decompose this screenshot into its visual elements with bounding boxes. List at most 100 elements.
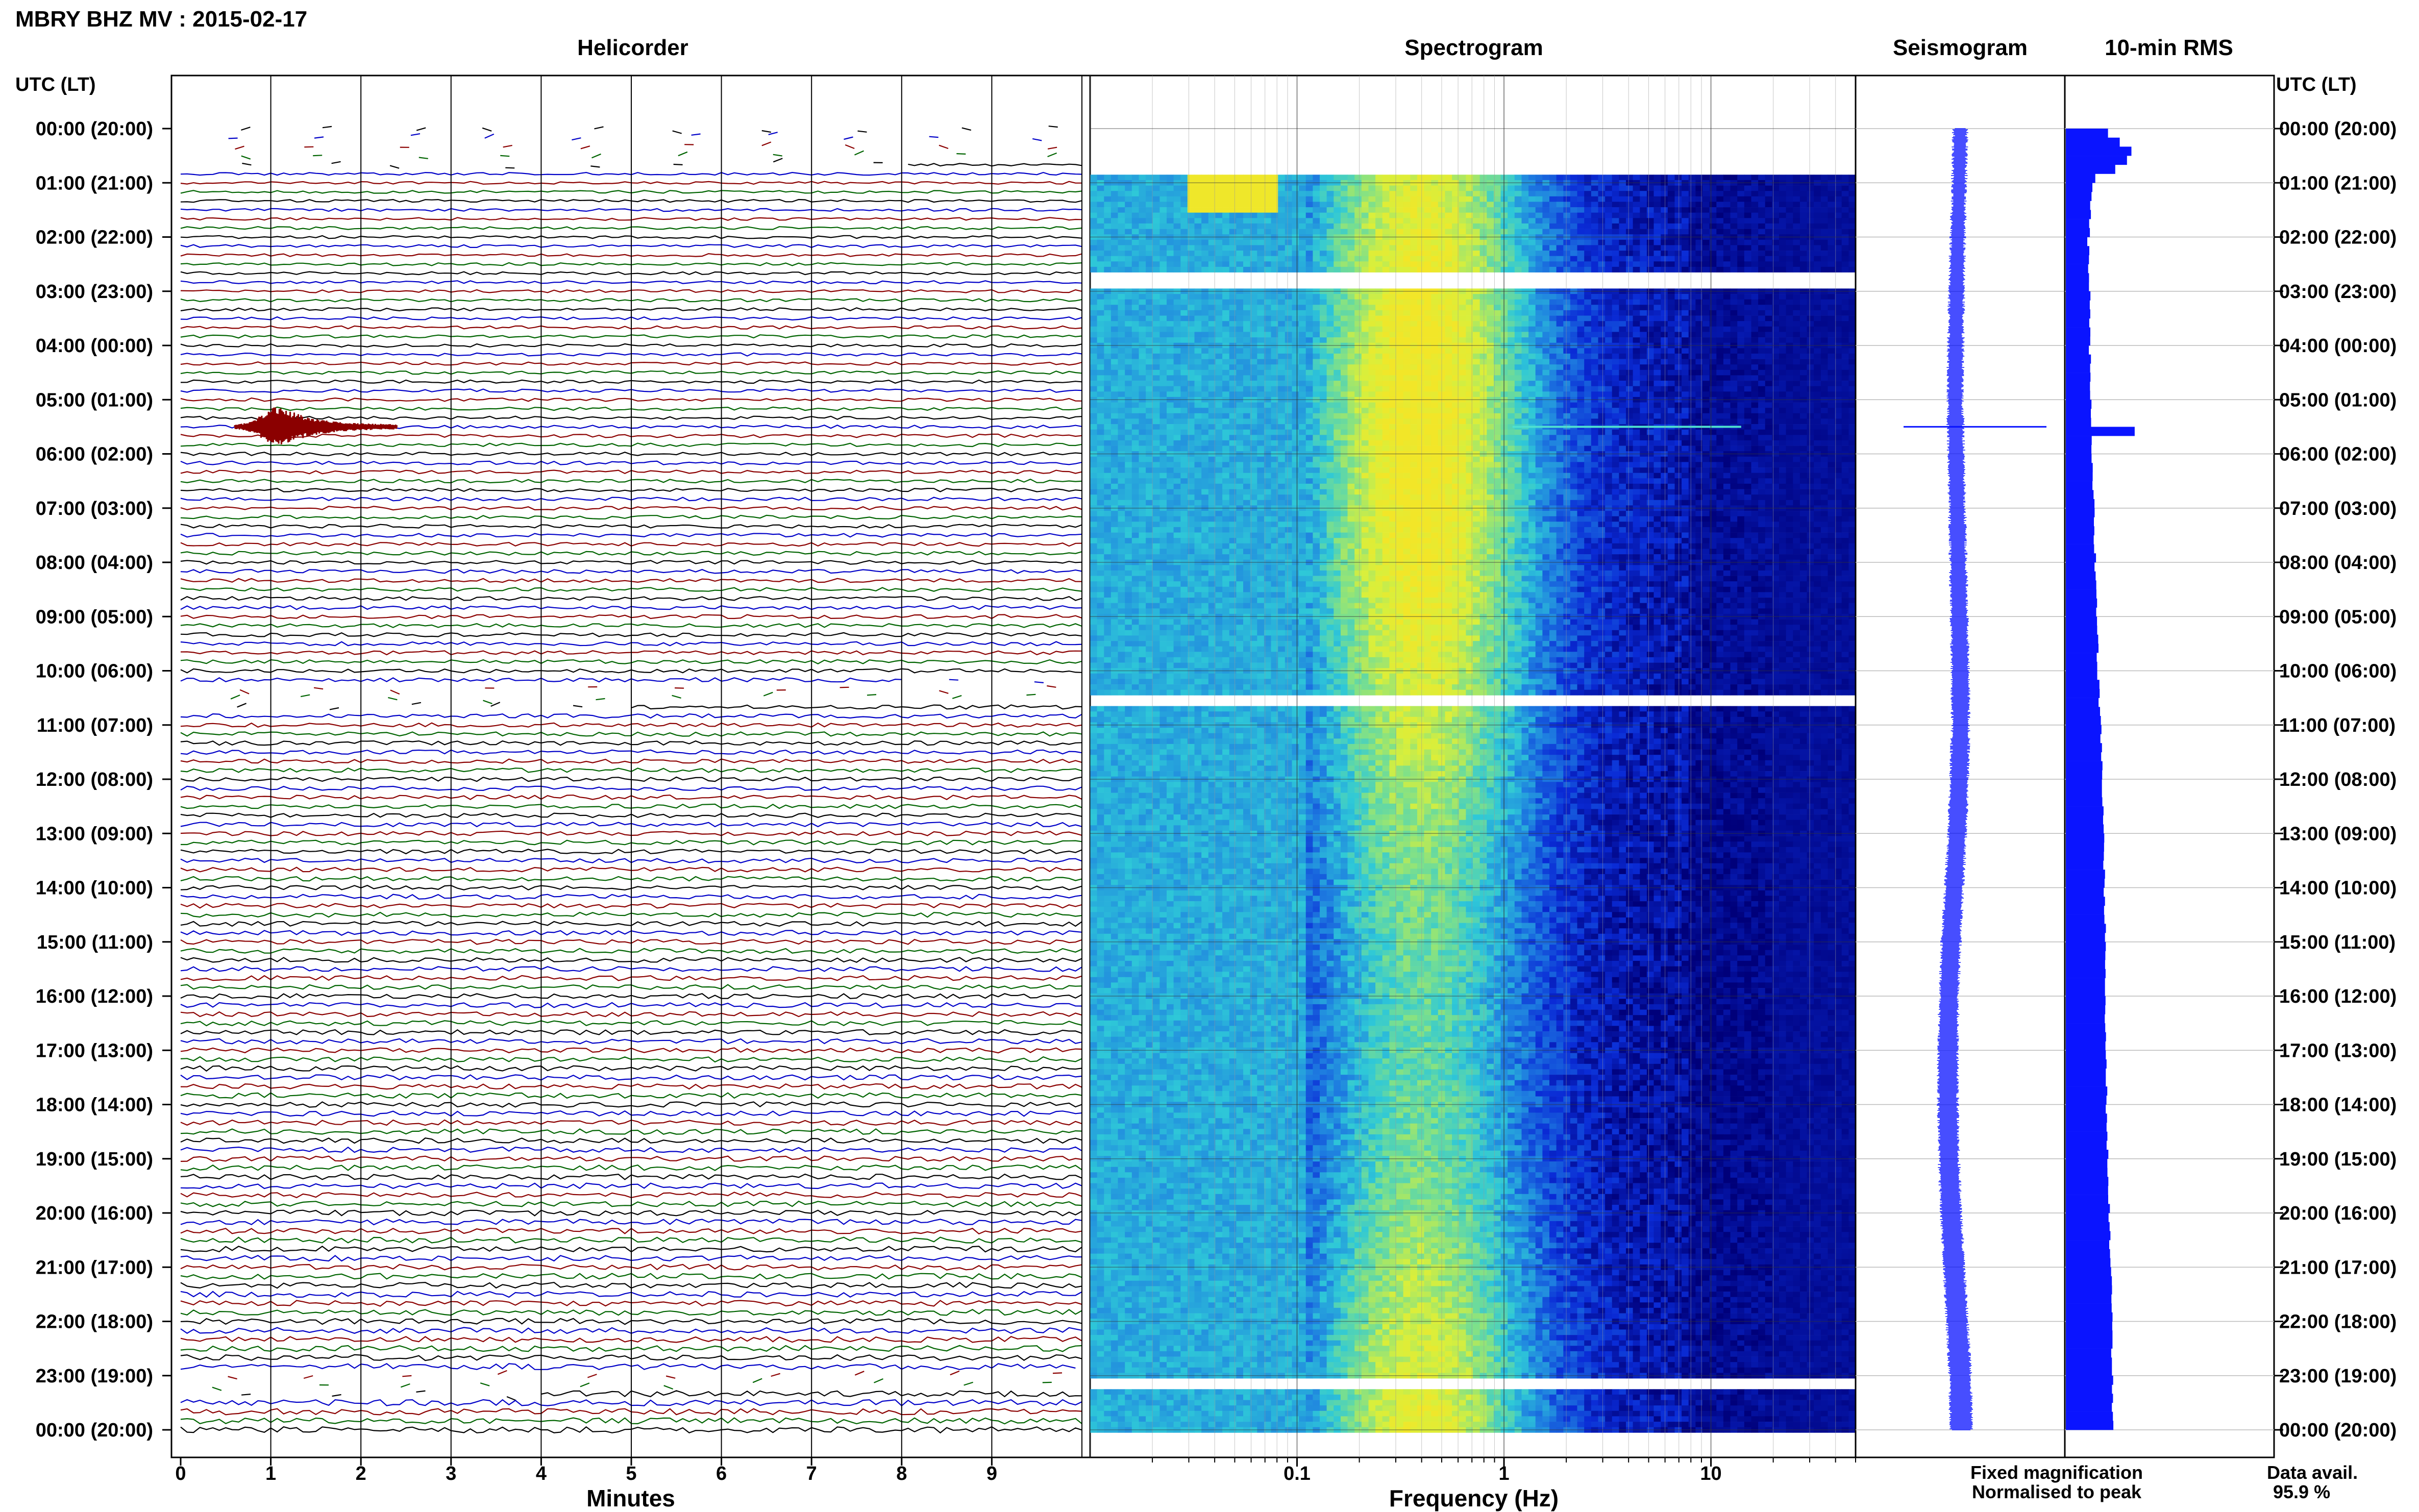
spectrogram-cell — [1605, 256, 1612, 262]
spectrogram-cell — [1216, 213, 1223, 218]
spectrogram-cell — [1229, 224, 1237, 229]
spectrogram-cell — [1494, 256, 1501, 262]
spectrogram-cell — [1716, 186, 1723, 191]
spectrogram-panel: 0.1 1 10 Frequency (Hz) — [1090, 76, 1856, 1511]
right-axis-label: UTC (LT) — [2276, 74, 2357, 95]
spectrogram-cell — [1369, 229, 1376, 235]
spectrogram-cell — [1668, 207, 1675, 213]
spectrogram-cell — [1605, 202, 1612, 207]
spectrogram-cell — [1383, 186, 1390, 191]
spectrogram-cell — [1292, 256, 1299, 262]
spectrogram-cell — [1737, 202, 1744, 207]
spectrogram-cell — [1682, 196, 1689, 202]
spectrogram-cell — [1341, 213, 1348, 218]
spectrogram-cell — [1814, 186, 1821, 191]
spectrogram-cell — [1716, 175, 1723, 180]
spectrogram-cell — [1765, 196, 1772, 202]
spectrogram-cell — [1327, 224, 1334, 229]
spectrogram-cell — [1563, 207, 1570, 213]
spectrogram-cell — [1292, 213, 1299, 218]
spectrogram-cell — [1195, 224, 1202, 229]
spectrogram-cell — [1445, 256, 1452, 262]
spectrogram-cell — [1723, 245, 1731, 251]
spectrogram-cell — [1570, 251, 1577, 256]
spectrogram-cell — [1097, 256, 1104, 262]
spectrogram-cell — [1647, 186, 1654, 191]
spectrogram-cell — [1647, 202, 1654, 207]
spectrogram-cell — [1229, 191, 1237, 196]
spectrogram-cell — [1654, 186, 1661, 191]
spectrogram-cell — [1285, 202, 1292, 207]
spectrogram-cell — [1243, 175, 1250, 180]
spectrogram-cell — [1563, 175, 1570, 180]
spectrogram-cell — [1508, 175, 1515, 180]
spectrogram-cell — [1702, 196, 1710, 202]
spectrogram-cell — [1229, 245, 1237, 251]
spectrogram-cell — [1167, 245, 1174, 251]
spectrogram-cell — [1731, 191, 1738, 196]
spectrogram-cell — [1605, 213, 1612, 218]
spectrogram-cell — [1702, 245, 1710, 251]
spectrogram-cell — [1132, 191, 1139, 196]
spectrogram-cell — [1159, 256, 1167, 262]
spectrogram-cell — [1848, 202, 1856, 207]
spectrogram-cell — [1216, 229, 1223, 235]
spectrogram-cell — [1320, 207, 1327, 213]
spectrogram-cell — [1369, 261, 1376, 267]
spectrogram-cell — [1174, 267, 1181, 272]
spectrogram-cell — [1362, 240, 1369, 245]
spectrogram-cell — [1348, 245, 1355, 251]
spectrogram-cell — [1111, 256, 1118, 262]
spectrogram-cell — [1793, 207, 1800, 213]
spectrogram-cell — [1375, 229, 1383, 235]
spectrogram-cell — [1786, 202, 1793, 207]
spectrogram-cell — [1605, 240, 1612, 245]
spectrogram-cell — [1222, 229, 1229, 235]
spectrogram-cell — [1334, 207, 1341, 213]
spectrogram-cell — [1313, 202, 1320, 207]
spectrogram-cell — [1216, 218, 1223, 224]
spectrogram-cell — [1153, 240, 1160, 245]
spectrogram-cell — [1633, 218, 1640, 224]
spectrogram-cell — [1723, 175, 1731, 180]
spectrogram-cell — [1090, 218, 1097, 224]
spectrogram-cell — [1292, 218, 1299, 224]
spectrogram-cell — [1605, 186, 1612, 191]
spectrogram-cell — [1654, 245, 1661, 251]
spectrogram-cell — [1327, 202, 1334, 207]
spectrogram-cell — [1723, 186, 1731, 191]
spectrogram-cell — [1403, 186, 1411, 191]
spectrogram-cell — [1821, 256, 1828, 262]
spectrogram-cell — [1570, 256, 1577, 262]
spectrogram-cell — [1417, 261, 1424, 267]
spectrogram-cell — [1104, 186, 1111, 191]
spectrogram-cell — [1229, 196, 1237, 202]
spectrogram-cell — [1577, 213, 1585, 218]
spectrogram-cell — [1146, 251, 1153, 256]
spectrogram-cell — [1174, 251, 1181, 256]
spectrogram-cell — [1153, 175, 1160, 180]
spectrogram-cell — [1334, 245, 1341, 251]
spectrogram-cell — [1723, 213, 1731, 218]
spectrogram-cell — [1216, 224, 1223, 229]
spectrogram-cell — [1480, 229, 1487, 235]
spectrogram-cell — [1549, 202, 1557, 207]
spectrogram-cell — [1243, 224, 1250, 229]
spectrogram-cell — [1097, 245, 1104, 251]
spectrogram-cell — [1716, 245, 1723, 251]
spectrogram-cell — [1835, 202, 1842, 207]
spectrogram-cell — [1661, 191, 1668, 196]
spectrogram-row — [1090, 186, 1856, 191]
spectrogram-cell — [1731, 213, 1738, 218]
spectrogram-cell — [1619, 251, 1626, 256]
time-label-left: 19:00 (15:00) — [36, 1149, 153, 1170]
spectrogram-cell — [1153, 267, 1160, 272]
spectrogram-cell — [1647, 218, 1654, 224]
spectrogram-cell — [1758, 191, 1765, 196]
spectrogram-cell — [1125, 251, 1132, 256]
spectrogram-cell — [1180, 186, 1188, 191]
spectrogram-cell — [1216, 240, 1223, 245]
spectrogram-cell — [1180, 213, 1188, 218]
spectrogram-cell — [1640, 251, 1647, 256]
spectrogram-cell — [1125, 196, 1132, 202]
